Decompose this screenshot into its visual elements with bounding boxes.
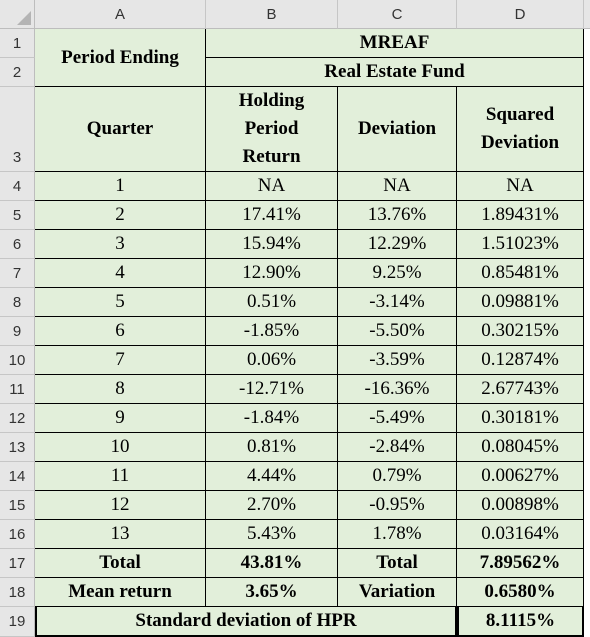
quarter-cell[interactable]: 4 — [35, 259, 206, 288]
standard-deviation-value[interactable]: 8.1115% — [457, 607, 584, 637]
squared-deviation-cell[interactable]: 0.00898% — [457, 491, 584, 520]
row-header-5[interactable]: 5 — [0, 201, 35, 230]
deviation-cell[interactable]: -0.95% — [338, 491, 457, 520]
squared-deviation-cell[interactable]: 0.30181% — [457, 404, 584, 433]
deviation-cell[interactable]: 1.78% — [338, 520, 457, 549]
quarter-cell[interactable]: 9 — [35, 404, 206, 433]
deviation-cell[interactable]: -3.14% — [338, 288, 457, 317]
hpr-cell[interactable]: 0.51% — [206, 288, 338, 317]
row-header-14[interactable]: 14 — [0, 462, 35, 491]
squared-deviation-cell[interactable]: 0.85481% — [457, 259, 584, 288]
total-squared-deviation[interactable]: 7.89562% — [457, 549, 584, 578]
quarter-cell[interactable]: 7 — [35, 346, 206, 375]
mean-return-label[interactable]: Mean return — [35, 578, 206, 607]
quarter-cell[interactable]: 11 — [35, 462, 206, 491]
row-header-4[interactable]: 4 — [0, 172, 35, 201]
squared-deviation-cell[interactable]: 0.00627% — [457, 462, 584, 491]
hpr-cell[interactable]: 15.94% — [206, 230, 338, 259]
row-header-15[interactable]: 15 — [0, 491, 35, 520]
hpr-cell[interactable]: 17.41% — [206, 201, 338, 230]
holding-period-return-header[interactable]: Holding Period Return — [206, 87, 338, 172]
row-header-9[interactable]: 9 — [0, 317, 35, 346]
squared-deviation-cell[interactable]: 0.09881% — [457, 288, 584, 317]
quarter-cell[interactable]: 3 — [35, 230, 206, 259]
quarter-cell[interactable]: 10 — [35, 433, 206, 462]
deviation-header[interactable]: Deviation — [338, 87, 457, 172]
column-header-b[interactable]: B — [206, 0, 338, 29]
select-all-corner[interactable] — [0, 0, 35, 29]
row-header-17[interactable]: 17 — [0, 549, 35, 578]
row-header-7[interactable]: 7 — [0, 259, 35, 288]
column-header-d[interactable]: D — [457, 0, 584, 29]
squared-deviation-cell[interactable]: 0.12874% — [457, 346, 584, 375]
row-header-12[interactable]: 12 — [0, 404, 35, 433]
mreaf-header[interactable]: MREAF — [206, 29, 584, 58]
hpr-cell[interactable]: 12.90% — [206, 259, 338, 288]
quarter-cell[interactable]: 6 — [35, 317, 206, 346]
quarter-cell[interactable]: 12 — [35, 491, 206, 520]
squared-deviation-cell[interactable]: 2.67743% — [457, 375, 584, 404]
row-header-1[interactable]: 1 — [0, 29, 35, 58]
quarter-cell[interactable]: 13 — [35, 520, 206, 549]
row-header-10[interactable]: 10 — [0, 346, 35, 375]
deviation-cell[interactable]: -3.59% — [338, 346, 457, 375]
column-header-overflow — [584, 0, 590, 29]
quarter-cell[interactable]: 1 — [35, 172, 206, 201]
squared-deviation-cell[interactable]: 0.03164% — [457, 520, 584, 549]
hpr-cell[interactable]: 5.43% — [206, 520, 338, 549]
row-header-2[interactable]: 2 — [0, 58, 35, 87]
real-estate-fund-header[interactable]: Real Estate Fund — [206, 58, 584, 87]
period-ending-header[interactable]: Period Ending — [35, 29, 206, 87]
deviation-cell[interactable]: -2.84% — [338, 433, 457, 462]
squared-deviation-cell[interactable]: 1.89431% — [457, 201, 584, 230]
hpr-cell[interactable]: -12.71% — [206, 375, 338, 404]
deviation-cell[interactable]: 12.29% — [338, 230, 457, 259]
mean-return-value[interactable]: 3.65% — [206, 578, 338, 607]
squared-deviation-cell[interactable]: 0.30215% — [457, 317, 584, 346]
row-header-18[interactable]: 18 — [0, 578, 35, 607]
squared-deviation-header[interactable]: Squared Deviation — [457, 87, 584, 172]
hpr-cell[interactable]: 0.06% — [206, 346, 338, 375]
squared-deviation-cell[interactable]: NA — [457, 172, 584, 201]
row-header-3[interactable]: 3 — [0, 87, 35, 172]
hpr-cell[interactable]: -1.85% — [206, 317, 338, 346]
deviation-cell[interactable]: -16.36% — [338, 375, 457, 404]
row-header-11[interactable]: 11 — [0, 375, 35, 404]
column-header-a[interactable]: A — [35, 0, 206, 29]
total-label[interactable]: Total — [35, 549, 206, 578]
column-header-c[interactable]: C — [338, 0, 457, 29]
deviation-cell[interactable]: NA — [338, 172, 457, 201]
quarter-cell[interactable]: 5 — [35, 288, 206, 317]
variation-label[interactable]: Variation — [338, 578, 457, 607]
row-header-8[interactable]: 8 — [0, 288, 35, 317]
squared-deviation-cell[interactable]: 0.08045% — [457, 433, 584, 462]
deviation-cell[interactable]: 9.25% — [338, 259, 457, 288]
hpr-cell[interactable]: 4.44% — [206, 462, 338, 491]
total-label-squared[interactable]: Total — [338, 549, 457, 578]
hpr-cell[interactable]: 2.70% — [206, 491, 338, 520]
hpr-cell[interactable]: 0.81% — [206, 433, 338, 462]
hpr-cell[interactable]: -1.84% — [206, 404, 338, 433]
standard-deviation-label[interactable]: Standard deviation of HPR — [35, 607, 457, 637]
hpr-cell[interactable]: NA — [206, 172, 338, 201]
squared-deviation-cell[interactable]: 1.51023% — [457, 230, 584, 259]
quarter-cell[interactable]: 8 — [35, 375, 206, 404]
row-header-16[interactable]: 16 — [0, 520, 35, 549]
deviation-cell[interactable]: -5.50% — [338, 317, 457, 346]
deviation-cell[interactable]: 13.76% — [338, 201, 457, 230]
row-header-13[interactable]: 13 — [0, 433, 35, 462]
quarter-cell[interactable]: 2 — [35, 201, 206, 230]
deviation-cell[interactable]: -5.49% — [338, 404, 457, 433]
total-hpr[interactable]: 43.81% — [206, 549, 338, 578]
deviation-cell[interactable]: 0.79% — [338, 462, 457, 491]
row-header-6[interactable]: 6 — [0, 230, 35, 259]
select-all-triangle-icon — [17, 11, 31, 25]
variation-value[interactable]: 0.6580% — [457, 578, 584, 607]
row-header-19[interactable]: 19 — [0, 607, 35, 637]
quarter-header[interactable]: Quarter — [35, 87, 206, 172]
